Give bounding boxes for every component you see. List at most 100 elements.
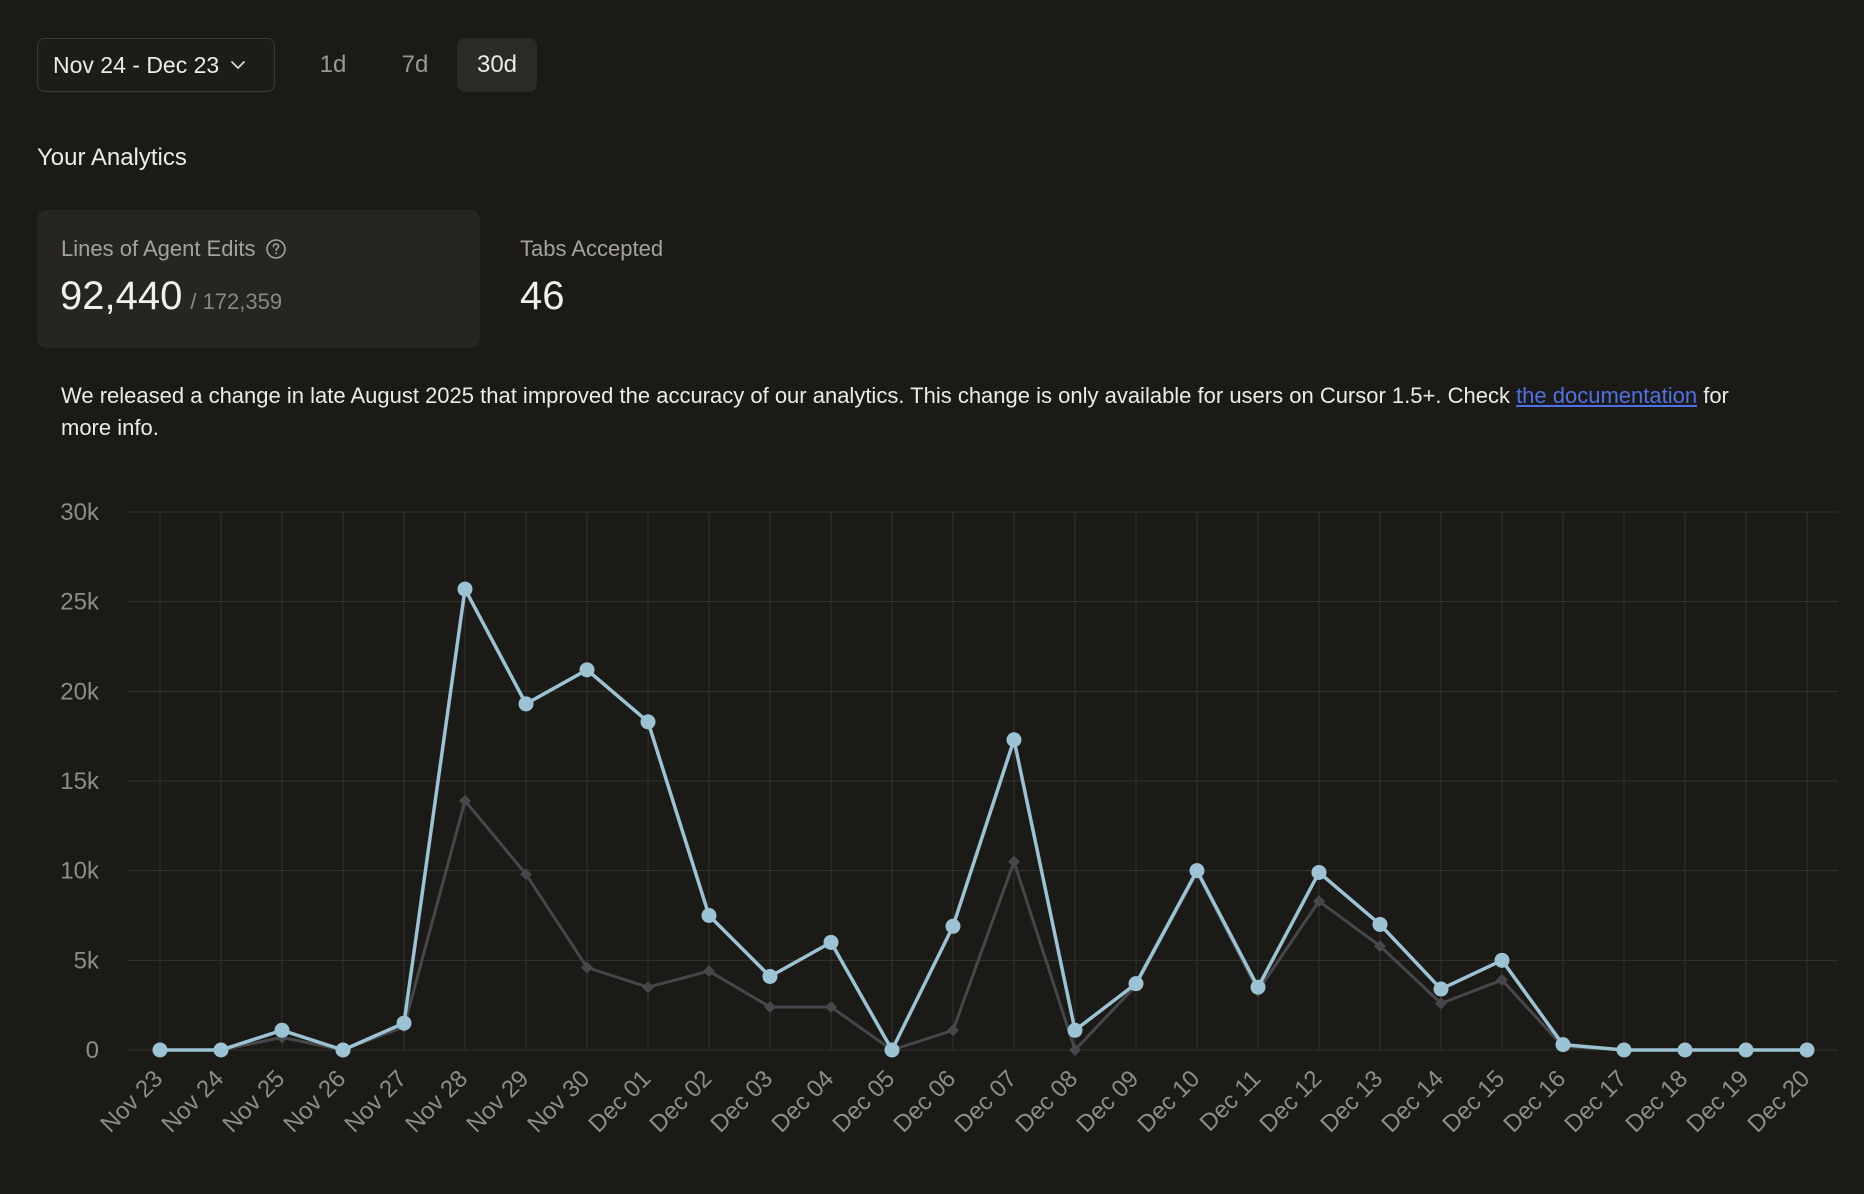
- total-lines-point: [823, 934, 839, 950]
- total-lines-point: [1189, 863, 1205, 879]
- total-lines-point: [1006, 732, 1022, 748]
- total-lines-point: [1311, 864, 1327, 880]
- x-tick-label: Dec 09: [1071, 1065, 1144, 1138]
- total-lines-point: [1494, 952, 1510, 968]
- x-tick-label: Nov 25: [217, 1065, 290, 1138]
- date-range-select[interactable]: Nov 24 - Dec 23: [37, 38, 275, 92]
- x-tick-label: Nov 23: [95, 1065, 168, 1138]
- period-1d-button[interactable]: 1d: [319, 51, 347, 78]
- x-tick-label: Dec 11: [1195, 1065, 1267, 1137]
- total-lines-point: [945, 918, 961, 934]
- x-tick-label: Dec 10: [1132, 1065, 1205, 1138]
- x-tick-label: Dec 13: [1315, 1065, 1388, 1138]
- agent-edits-point: [642, 981, 654, 994]
- agent-edits-point: [520, 868, 532, 881]
- total-lines-point: [335, 1042, 351, 1058]
- y-tick-label: 30k: [60, 499, 100, 526]
- x-tick-label: Nov 24: [156, 1065, 229, 1138]
- x-tick-label: Dec 02: [644, 1065, 717, 1138]
- x-tick-label: Dec 01: [583, 1065, 656, 1138]
- x-tick-label: Dec 06: [888, 1065, 961, 1138]
- agent-edits-value: 92,440: [60, 274, 183, 318]
- agent-edits-label-row: Lines of Agent Edits: [61, 236, 287, 262]
- tabs-accepted-value: 46: [520, 274, 565, 318]
- x-tick-label: Dec 07: [949, 1065, 1022, 1138]
- agent-edits-card: [37, 210, 480, 348]
- agent-edits-point: [581, 961, 593, 974]
- total-lines-point: [457, 581, 473, 597]
- x-tick-label: Dec 04: [766, 1065, 839, 1138]
- agent-edits-point: [1374, 939, 1386, 952]
- total-lines-series-line: [160, 587, 1807, 1052]
- date-range-value: Nov 24 - Dec 23: [53, 51, 220, 78]
- total-lines-point: [884, 1042, 900, 1058]
- y-tick-label: 5k: [74, 947, 100, 974]
- agent-edits-point: [1313, 895, 1325, 908]
- x-tick-label: Nov 29: [461, 1065, 534, 1138]
- tabs-accepted-label: Tabs Accepted: [520, 236, 664, 261]
- total-lines-point: [701, 908, 717, 923]
- agent-edits-point: [703, 965, 715, 978]
- x-tick-label: Nov 28: [400, 1065, 473, 1138]
- period-30d-button[interactable]: 30d: [457, 38, 537, 92]
- agent-edits-point: [459, 794, 471, 807]
- x-tick-label: Nov 27: [339, 1065, 412, 1138]
- section-title: Your Analytics: [37, 144, 187, 171]
- total-lines-point: [1250, 979, 1266, 995]
- help-circle-icon[interactable]: [265, 238, 287, 260]
- agent-edits-point: [1008, 855, 1020, 868]
- total-lines-point: [579, 662, 595, 678]
- x-tick-label: Dec 12: [1254, 1065, 1327, 1138]
- total-lines-point: [396, 1015, 412, 1031]
- total-lines-point: [274, 1022, 290, 1038]
- x-tick-label: Dec 16: [1498, 1065, 1571, 1138]
- total-lines-point: [1555, 1037, 1571, 1053]
- agent-edits-point: [825, 1000, 837, 1013]
- x-tick-label: Dec 18: [1620, 1065, 1693, 1138]
- agent-edits-series-line: [160, 799, 1807, 1052]
- y-tick-label: 10k: [60, 858, 100, 885]
- chevron-down-icon: [229, 56, 247, 74]
- total-lines-point: [213, 1042, 229, 1058]
- notice-text-after: for more info.: [61, 383, 1729, 440]
- agent-edits-point: [947, 1024, 959, 1037]
- x-tick-label: Dec 05: [827, 1065, 900, 1138]
- x-tick-label: Dec 17: [1559, 1065, 1632, 1138]
- total-lines-point: [152, 1042, 168, 1058]
- notice-text-before: We released a change in late August 2025…: [61, 383, 1517, 408]
- total-lines-point: [1433, 981, 1449, 997]
- y-tick-label: 25k: [60, 589, 100, 616]
- total-lines-point: [1067, 1022, 1083, 1038]
- x-tick-label: Dec 03: [705, 1065, 778, 1138]
- agent-edits-point: [1435, 997, 1447, 1010]
- x-tick-label: Nov 26: [278, 1065, 351, 1138]
- agent-edits-value-row: 92,440 / 172,359: [60, 274, 282, 319]
- total-lines-point: [1738, 1042, 1754, 1058]
- agent-edits-point: [1496, 974, 1508, 987]
- x-tick-label: Dec 19: [1681, 1065, 1754, 1138]
- y-tick-label: 0: [86, 1037, 99, 1064]
- x-tick-label: Dec 08: [1010, 1065, 1083, 1138]
- agent-edits-point: [764, 1000, 776, 1013]
- x-tick-label: Dec 15: [1437, 1065, 1510, 1138]
- agent-edits-total: / 172,359: [190, 289, 283, 314]
- y-tick-label: 20k: [60, 678, 100, 705]
- total-lines-point: [640, 714, 656, 730]
- x-tick-label: Dec 14: [1376, 1065, 1449, 1138]
- period-7d-button[interactable]: 7d: [401, 51, 429, 78]
- documentation-link[interactable]: the documentation: [1516, 383, 1698, 408]
- total-lines-point: [518, 696, 534, 712]
- y-tick-label: 15k: [60, 768, 100, 795]
- total-lines-point: [1677, 1042, 1693, 1058]
- total-lines-point: [1799, 1042, 1815, 1058]
- accuracy-notice: We released a change in late August 2025…: [61, 380, 1781, 444]
- total-lines-point: [1616, 1042, 1632, 1058]
- x-tick-label: Nov 30: [522, 1065, 595, 1138]
- x-tick-label: Dec 20: [1742, 1065, 1815, 1138]
- agent-edits-label: Lines of Agent Edits: [61, 236, 256, 261]
- total-lines-point: [762, 968, 778, 984]
- agent-edits-point: [1069, 1044, 1081, 1056]
- total-lines-point: [1128, 976, 1144, 992]
- total-lines-point: [1372, 916, 1388, 932]
